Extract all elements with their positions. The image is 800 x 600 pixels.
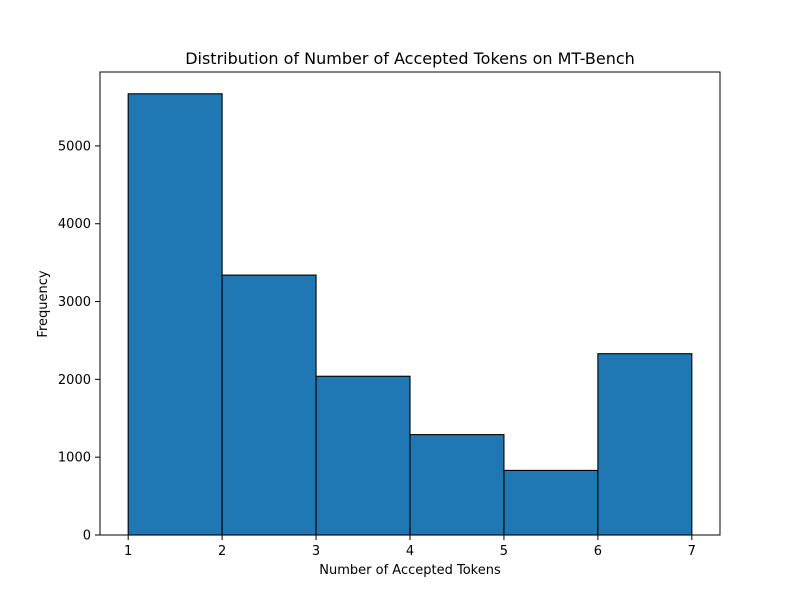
y-axis-label: Frequency <box>36 270 51 337</box>
y-tick-label: 5000 <box>58 139 91 154</box>
chart-title: Distribution of Number of Accepted Token… <box>185 49 635 68</box>
y-tick-label: 2000 <box>58 373 91 388</box>
y-tick-label: 0 <box>83 529 91 544</box>
histogram-bar-5 <box>503 469 599 536</box>
y-tick-label: 4000 <box>58 217 91 232</box>
y-tick-label: 3000 <box>58 295 91 310</box>
x-axis-label: Number of Accepted Tokens <box>319 563 501 578</box>
bars-layer <box>127 93 693 536</box>
x-tick-label: 1 <box>124 544 132 559</box>
y-axis-ticks: 0 1000 2000 3000 4000 5000 <box>58 139 100 544</box>
y-tick-label: 1000 <box>58 451 91 466</box>
histogram-bar-2 <box>221 274 317 536</box>
x-tick-label: 2 <box>218 544 226 559</box>
histogram-bar-6 <box>597 353 693 536</box>
x-tick-label: 6 <box>594 544 602 559</box>
histogram-bar-3 <box>315 375 411 536</box>
x-tick-label: 4 <box>406 544 414 559</box>
x-tick-label: 7 <box>688 544 696 559</box>
x-tick-label: 3 <box>312 544 320 559</box>
x-tick-label: 5 <box>500 544 508 559</box>
x-axis-ticks: 1 2 3 4 5 6 7 <box>124 535 696 559</box>
histogram-bar-1 <box>127 93 223 536</box>
histogram-bar-4 <box>409 434 505 536</box>
